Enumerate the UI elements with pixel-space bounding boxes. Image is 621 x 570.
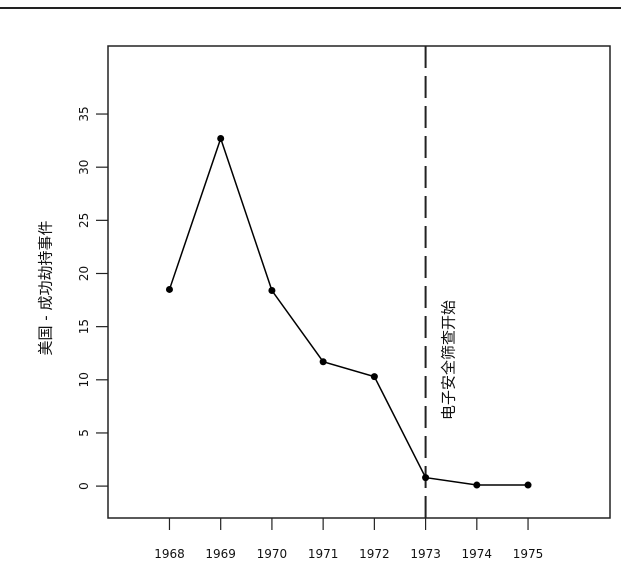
event-label: 电子安全筛查开始 xyxy=(440,300,458,420)
y-tick-label: 0 xyxy=(77,482,91,490)
y-tick-label: 25 xyxy=(77,213,91,228)
x-tick-label: 1973 xyxy=(410,547,441,561)
data-point xyxy=(319,358,327,366)
x-tick-label: 1970 xyxy=(257,547,288,561)
data-point xyxy=(370,373,378,381)
y-tick-label: 30 xyxy=(77,160,91,175)
y-tick-label: 20 xyxy=(77,266,91,281)
y-tick-label: 35 xyxy=(77,106,91,121)
x-tick-label: 1968 xyxy=(154,547,185,561)
data-point xyxy=(422,474,430,482)
y-tick-label: 15 xyxy=(77,319,91,334)
data-point xyxy=(217,134,225,142)
y-tick-label: 10 xyxy=(77,372,91,387)
data-point xyxy=(524,481,532,489)
data-point xyxy=(165,285,173,293)
x-tick-label: 1969 xyxy=(205,547,236,561)
x-tick-label: 1971 xyxy=(308,547,339,561)
y-axis-label: 美国 - 成功劫持事件 xyxy=(37,221,55,356)
data-point xyxy=(268,287,276,295)
x-tick-label: 1972 xyxy=(359,547,390,561)
series-line xyxy=(168,136,529,486)
x-tick-label: 1975 xyxy=(513,547,544,561)
x-tick-label: 1974 xyxy=(462,547,493,561)
y-tick-label: 5 xyxy=(77,429,91,437)
plot-frame xyxy=(107,45,611,519)
data-point xyxy=(473,481,481,489)
